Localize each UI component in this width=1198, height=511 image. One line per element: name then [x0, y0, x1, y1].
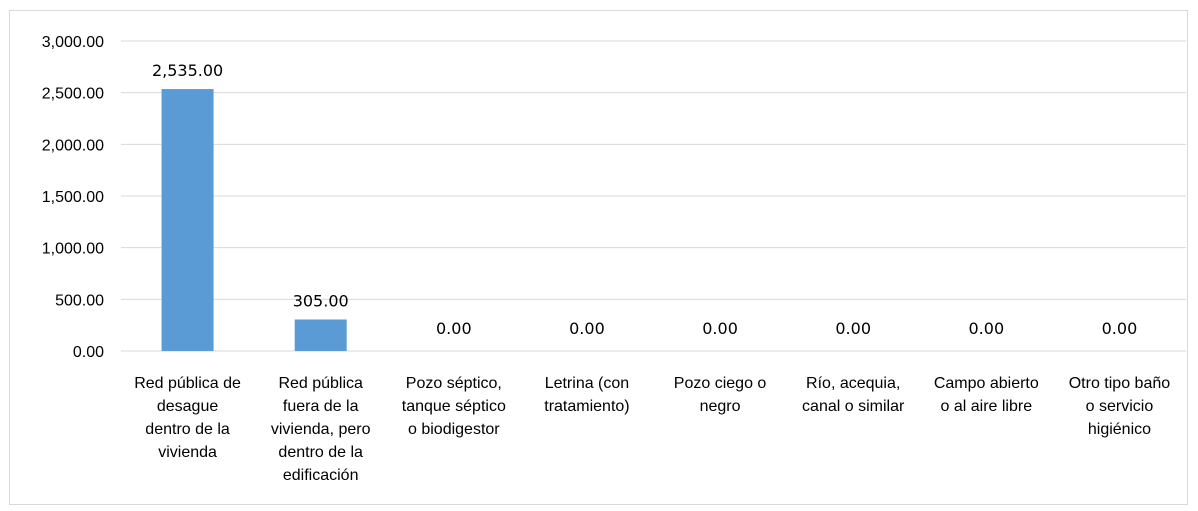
- y-axis-ticks: 0.00 500.00 1,000.00 1,500.00 2,000.00 2,500.…: [42, 34, 104, 361]
- gridlines: [121, 40, 1186, 352]
- data-label: 0.00: [835, 319, 871, 338]
- category-label: Río, acequia, canal o similar: [802, 375, 905, 415]
- y-tick-label: 3,000.00: [42, 34, 104, 51]
- y-tick-label: 1,000.00: [42, 241, 104, 258]
- category-label: Otro tipo baño o servicio higiénico: [1069, 375, 1171, 438]
- y-tick-label: 0.00: [73, 344, 104, 361]
- y-tick-label: 2,500.00: [42, 86, 104, 103]
- category-label: Campo abierto o al aire libre: [934, 375, 1039, 415]
- data-label: 0.00: [569, 319, 605, 338]
- data-label: 305.00: [293, 291, 349, 310]
- category-label: Red pública fuera de la vivienda, pero dent…: [271, 375, 371, 484]
- data-labels: 2,535.00 305.00 0.00 0.00 0.00 0.00 0.00 0.00: [152, 61, 1137, 338]
- y-tick-label: 500.00: [55, 292, 104, 309]
- data-label: 0.00: [436, 319, 472, 338]
- y-tick-label: 1,500.00: [42, 189, 104, 206]
- category-label: Letrina (con tratamiento): [544, 375, 629, 415]
- data-label: 0.00: [969, 319, 1005, 338]
- data-label: 2,535.00: [152, 61, 223, 80]
- x-axis-categories: Red pública de desague dentro de la viviend…: [134, 375, 1170, 484]
- category-label: Pozo séptico, tanque séptico o biodigestor: [402, 375, 506, 438]
- category-label: Pozo ciego o negro: [674, 375, 767, 415]
- data-label: 0.00: [702, 319, 738, 338]
- y-tick-label: 2,000.00: [42, 137, 104, 154]
- category-label: Red pública de desague dentro de la viviend…: [134, 375, 241, 461]
- bars: [161, 89, 347, 352]
- bar: [294, 319, 347, 351]
- bar: [161, 89, 214, 352]
- data-label: 0.00: [1102, 319, 1138, 338]
